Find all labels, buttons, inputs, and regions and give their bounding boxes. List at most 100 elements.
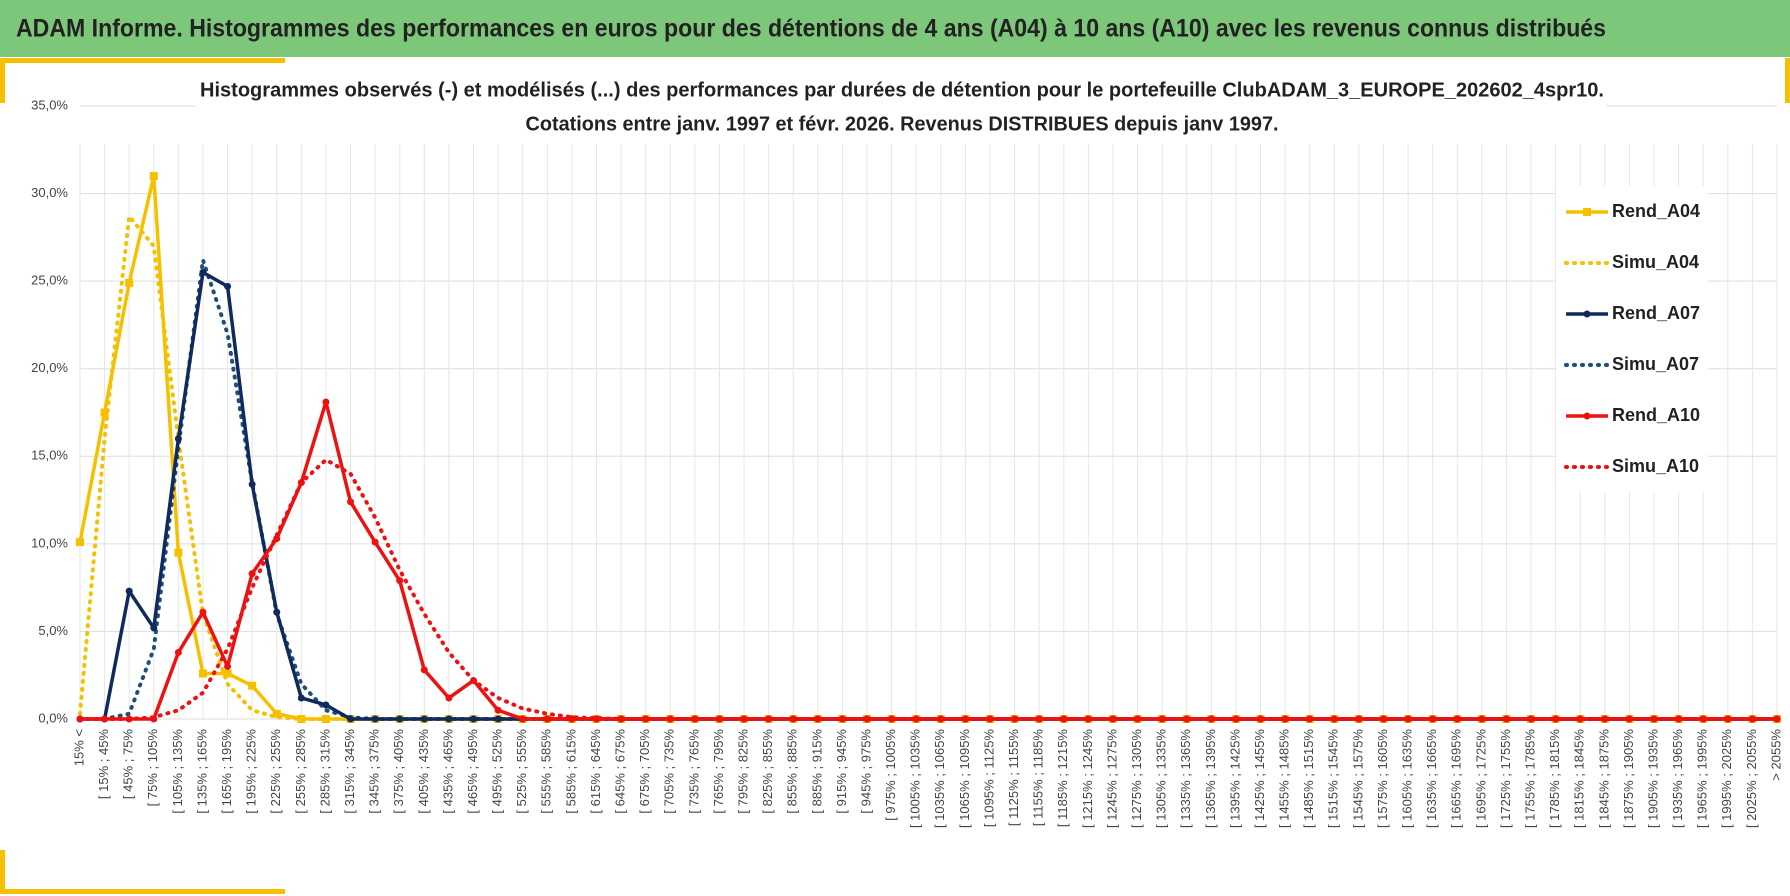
- marker: [1453, 715, 1461, 723]
- x-tick-label: [ 1515% ; 1545%: [1326, 729, 1341, 828]
- x-tick-label: [ 405% ; 435%: [416, 729, 431, 814]
- marker: [1650, 715, 1658, 723]
- x-tick-label: [ 885% ; 915%: [809, 729, 824, 814]
- x-tick-label: [ 1905% ; 1935%: [1645, 729, 1660, 828]
- x-tick-label: [ 1275% ; 1305%: [1129, 729, 1144, 828]
- marker: [1232, 715, 1240, 723]
- x-tick-label: [ 1725% ; 1755%: [1498, 729, 1513, 828]
- marker: [174, 548, 183, 557]
- accent: [0, 850, 5, 894]
- marker: [174, 435, 182, 443]
- marker: [371, 538, 379, 546]
- accent: [0, 889, 285, 894]
- marker: [248, 480, 256, 488]
- marker: [568, 715, 576, 723]
- y-tick-label: 30,0%: [31, 185, 68, 200]
- marker: [1552, 715, 1560, 723]
- chart-title: Histogrammes observés (-) et modélisés (…: [200, 79, 1604, 101]
- marker: [494, 706, 502, 714]
- marker: [174, 648, 182, 656]
- legend-marker: [1583, 412, 1591, 420]
- marker: [765, 715, 773, 723]
- marker: [248, 570, 256, 578]
- marker: [1109, 715, 1117, 723]
- accent: [1785, 58, 1790, 103]
- x-tick-label: [ 135% ; 165%: [194, 729, 209, 814]
- marker: [592, 715, 600, 723]
- marker: [396, 577, 404, 585]
- x-tick-label: [ 1755% ; 1785%: [1522, 729, 1537, 828]
- legend-marker: [1583, 310, 1591, 318]
- marker: [125, 278, 134, 287]
- x-tick-label: [ 1695% ; 1725%: [1473, 729, 1488, 828]
- x-tick-label: [ 1305% ; 1335%: [1154, 729, 1169, 828]
- x-tick-label: [ 585% ; 615%: [563, 729, 578, 814]
- marker: [420, 666, 428, 674]
- marker: [199, 268, 207, 276]
- accent: [0, 58, 5, 103]
- marker: [445, 715, 453, 723]
- x-tick-label: [ 165% ; 195%: [219, 729, 234, 814]
- x-tick-label: [ 75% ; 105%: [145, 729, 160, 807]
- x-tick-label: [ 825% ; 855%: [760, 729, 775, 814]
- x-tick-label: [ 945% ; 975%: [858, 729, 873, 814]
- marker: [740, 715, 748, 723]
- x-tick-label: [ 1065% ; 1095%: [957, 729, 972, 828]
- marker: [691, 715, 699, 723]
- x-tick-label: [ 225% ; 255%: [268, 729, 283, 814]
- marker: [666, 715, 674, 723]
- marker: [125, 715, 133, 723]
- x-tick-label: [ 855% ; 885%: [785, 729, 800, 814]
- marker: [199, 608, 207, 616]
- marker: [272, 709, 281, 718]
- x-tick-label: [ 615% ; 645%: [588, 729, 603, 814]
- marker: [888, 715, 896, 723]
- marker: [273, 535, 281, 543]
- marker: [150, 624, 158, 632]
- legend-marker: [1583, 208, 1591, 216]
- y-tick-label: 15,0%: [31, 448, 68, 463]
- x-tick-label: [ 1335% ; 1365%: [1178, 729, 1193, 828]
- x-tick-label: [ 1155% ; 1185%: [1031, 729, 1046, 827]
- marker: [297, 694, 305, 702]
- x-tick-label: [ 1425% ; 1455%: [1252, 729, 1267, 828]
- marker: [322, 398, 330, 406]
- marker: [347, 498, 355, 506]
- marker: [1527, 715, 1535, 723]
- marker: [322, 701, 330, 709]
- x-tick-label: [ 375% ; 405%: [391, 729, 406, 814]
- x-tick-label: [ 1185% ; 1215%: [1055, 729, 1070, 827]
- marker: [321, 715, 330, 723]
- marker: [470, 715, 478, 723]
- legend-label: Simu_A10: [1612, 456, 1699, 476]
- x-tick-label: [ 345% ; 375%: [367, 729, 382, 814]
- marker: [1134, 715, 1142, 723]
- x-tick-label: [ 1485% ; 1515%: [1301, 729, 1316, 828]
- x-tick-label: [ 495% ; 525%: [490, 729, 505, 814]
- x-tick-label: [ 1095% ; 1125%: [981, 729, 996, 827]
- marker: [1502, 715, 1510, 723]
- x-tick-label: [ 15% ; 45%: [96, 729, 111, 800]
- y-tick-label: 0,0%: [38, 710, 68, 725]
- x-tick-label: > 2055%: [1768, 729, 1783, 781]
- x-tick-label: [ 1785% ; 1815%: [1547, 729, 1562, 828]
- x-tick-label: [ 975% ; 1005%: [883, 729, 898, 821]
- marker: [543, 715, 551, 723]
- x-tick-label: [ 1005% ; 1035%: [908, 729, 923, 828]
- marker: [789, 715, 797, 723]
- marker: [1379, 715, 1387, 723]
- marker: [347, 715, 355, 723]
- marker: [838, 715, 846, 723]
- marker: [149, 172, 158, 181]
- marker: [297, 715, 306, 723]
- marker: [396, 715, 404, 723]
- marker: [1060, 715, 1068, 723]
- x-tick-label: [ 525% ; 555%: [514, 729, 529, 814]
- marker: [1699, 715, 1707, 723]
- x-tick-label: [ 1665% ; 1695%: [1449, 729, 1464, 828]
- x-tick-label: [ 1395% ; 1425%: [1227, 729, 1242, 828]
- marker: [1724, 715, 1732, 723]
- x-tick-label: [ 1635% ; 1665%: [1424, 729, 1439, 828]
